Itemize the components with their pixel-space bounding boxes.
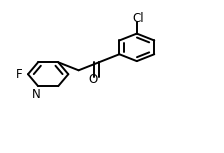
- Text: N: N: [32, 88, 41, 101]
- Text: O: O: [88, 73, 97, 86]
- Text: F: F: [16, 68, 23, 81]
- Text: Cl: Cl: [132, 12, 144, 25]
